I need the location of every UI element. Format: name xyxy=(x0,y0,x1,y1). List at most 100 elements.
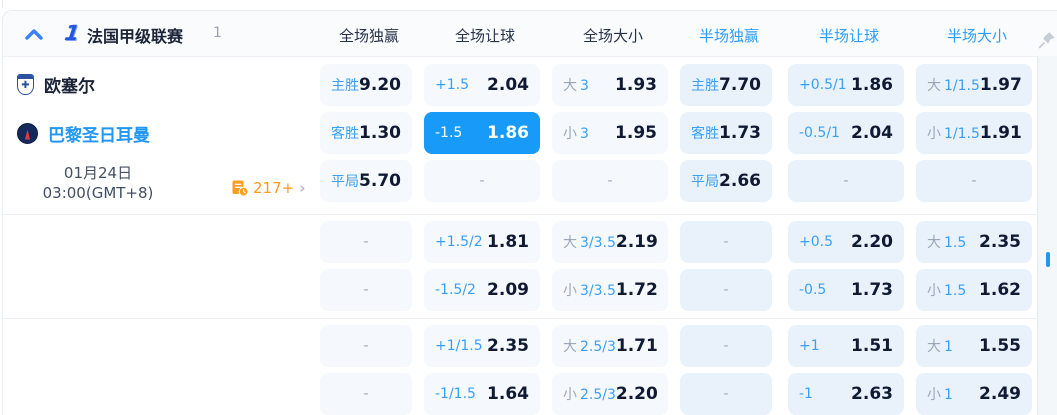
odds-cell[interactable]: 小 1.5 1.62 xyxy=(916,269,1032,311)
odds-value: 1.95 xyxy=(615,123,657,143)
ou-side-label: 小 xyxy=(927,126,941,142)
odds-cell[interactable]: 小 1/1.5 1.91 xyxy=(916,112,1032,154)
line-label: 主胜 xyxy=(691,78,719,94)
odds-cell[interactable]: -0.5 1.73 xyxy=(788,269,904,311)
line-label: +1 xyxy=(799,338,820,354)
odds-label: -0.5 xyxy=(799,282,826,298)
line-label: 2.5/3 xyxy=(580,339,616,355)
market-header-ht-ou[interactable]: 半场大小 xyxy=(946,27,1007,45)
odds-cell[interactable]: 主胜 9.20 xyxy=(320,64,412,106)
line-label: -1.5/2 xyxy=(435,282,476,298)
odds-label: +1.5/2 xyxy=(435,234,483,250)
odds-label: -1 xyxy=(799,386,813,402)
market-header-ft-1x2[interactable]: 全场独赢 xyxy=(338,27,399,45)
odds-cell[interactable]: 大 3/3.5 2.19 xyxy=(552,221,668,263)
line-label: 3/3.5 xyxy=(580,283,616,299)
line-label: +1/1.5 xyxy=(435,338,483,354)
odds-cell[interactable]: 小 2.5/3 2.20 xyxy=(552,373,668,415)
match-date: 01月24日 xyxy=(63,164,133,182)
empty-odds-dash: - xyxy=(363,338,369,354)
ou-side-label: 大 xyxy=(563,78,577,94)
market-header-ft-handicap[interactable]: 全场让球 xyxy=(454,27,515,45)
odds-value: 1.73 xyxy=(851,280,893,300)
odds-cell-empty: - xyxy=(424,160,540,202)
odds-cell-empty: - xyxy=(320,269,412,311)
odds-cell[interactable]: 客胜 1.30 xyxy=(320,112,412,154)
empty-odds-dash: - xyxy=(479,173,485,189)
pin-icon[interactable] xyxy=(1038,31,1056,49)
odds-cell[interactable]: 小 3/3.5 1.72 xyxy=(552,269,668,311)
home-team-row[interactable]: ✚ 欧塞尔 xyxy=(17,70,95,98)
line-label: 3 xyxy=(580,78,589,94)
odds-cell[interactable]: +0.5/1 1.86 xyxy=(788,64,904,106)
odds-value: 2.04 xyxy=(851,123,893,143)
odds-cell-selected[interactable]: -1.5 1.86 xyxy=(424,112,540,154)
odds-cell[interactable]: 平局 5.70 xyxy=(320,160,412,202)
odds-cell[interactable]: 大 1.5 2.35 xyxy=(916,221,1032,263)
odds-cell[interactable]: -1 2.63 xyxy=(788,373,904,415)
line-label: 1 xyxy=(944,339,953,355)
line-label: -1.5 xyxy=(435,125,463,141)
line-label: 1 xyxy=(944,387,953,403)
odds-value: 1.97 xyxy=(979,75,1022,95)
odds-cell[interactable]: +1.5/2 1.81 xyxy=(424,221,540,263)
odds-value: 2.63 xyxy=(851,384,893,404)
odds-cell[interactable]: 大 1 1.55 xyxy=(916,325,1032,367)
chevron-right-icon: › xyxy=(299,179,306,197)
league-name: 法国甲级联赛 xyxy=(87,27,184,46)
odds-cell[interactable]: 小 1 2.49 xyxy=(916,373,1032,415)
odds-cell[interactable]: +1.5 2.04 xyxy=(424,64,540,106)
odds-cell[interactable]: +1 1.51 xyxy=(788,325,904,367)
market-header-ht-1x2[interactable]: 半场独赢 xyxy=(698,27,759,45)
market-header-ht-handicap[interactable]: 半场让球 xyxy=(818,27,879,45)
odds-value: 1.55 xyxy=(979,336,1021,356)
league-icon: 1 xyxy=(63,21,81,45)
odds-cell[interactable]: 客胜 1.73 xyxy=(680,112,772,154)
odds-cell[interactable]: 主胜 7.70 xyxy=(680,64,772,106)
chevron-up-icon xyxy=(25,29,43,40)
ou-side-label: 小 xyxy=(563,283,577,299)
odds-cell[interactable]: 平局 2.66 xyxy=(680,160,772,202)
market-header-ft-ou[interactable]: 全场大小 xyxy=(582,27,643,45)
line-label: +1.5 xyxy=(435,77,469,93)
odds-value: 1.86 xyxy=(487,123,529,143)
match-time: 03:00(GMT+8) xyxy=(42,184,154,202)
scroll-indicator[interactable] xyxy=(1046,252,1050,267)
odds-cell-empty: - xyxy=(916,160,1032,202)
odds-value: 2.09 xyxy=(487,280,529,300)
odds-cell[interactable]: 小 3 1.95 xyxy=(552,112,668,154)
odds-value: 1.62 xyxy=(979,280,1021,300)
odds-cell[interactable]: 大 1/1.5 1.97 xyxy=(916,64,1032,106)
empty-odds-dash: - xyxy=(843,173,849,189)
ou-side-label: 大 xyxy=(927,235,941,251)
empty-odds-dash: - xyxy=(723,234,729,250)
odds-value: 1.91 xyxy=(979,123,1022,143)
odds-value: 5.70 xyxy=(359,171,401,191)
odds-cell[interactable]: +1/1.5 2.35 xyxy=(424,325,540,367)
odds-cell-empty: - xyxy=(320,325,412,367)
line-label: 1.5 xyxy=(944,235,967,251)
markets-icon xyxy=(232,180,249,197)
collapse-button[interactable] xyxy=(17,20,51,48)
empty-odds-dash: - xyxy=(723,282,729,298)
away-team-row[interactable]: 巴黎圣日耳曼 xyxy=(17,119,150,147)
line-label: -0.5/1 xyxy=(799,125,840,141)
odds-cell[interactable]: -1/1.5 1.64 xyxy=(424,373,540,415)
home-team-badge: ✚ xyxy=(17,73,34,95)
odds-cell[interactable]: -0.5/1 2.04 xyxy=(788,112,904,154)
ou-side-label: 大 xyxy=(563,235,577,251)
league-header: 1 法国甲级联赛 1 全场独赢 全场让球 全场大小 半场独赢 半场让球 半场大小 xyxy=(3,11,1057,57)
line-label: 3/3.5 xyxy=(580,235,616,251)
line-label: 3 xyxy=(580,126,589,142)
more-markets-link[interactable]: 217+ › xyxy=(231,179,305,197)
odds-label: 大 1.5 xyxy=(927,232,966,252)
odds-cell[interactable]: +0.5 2.20 xyxy=(788,221,904,263)
odds-cell[interactable]: 大 2.5/3 1.71 xyxy=(552,325,668,367)
odds-cell[interactable]: -1.5/2 2.09 xyxy=(424,269,540,311)
odds-label: +1.5 xyxy=(435,77,469,93)
odds-value: 1.51 xyxy=(851,336,893,356)
odds-cell[interactable]: 大 3 1.93 xyxy=(552,64,668,106)
